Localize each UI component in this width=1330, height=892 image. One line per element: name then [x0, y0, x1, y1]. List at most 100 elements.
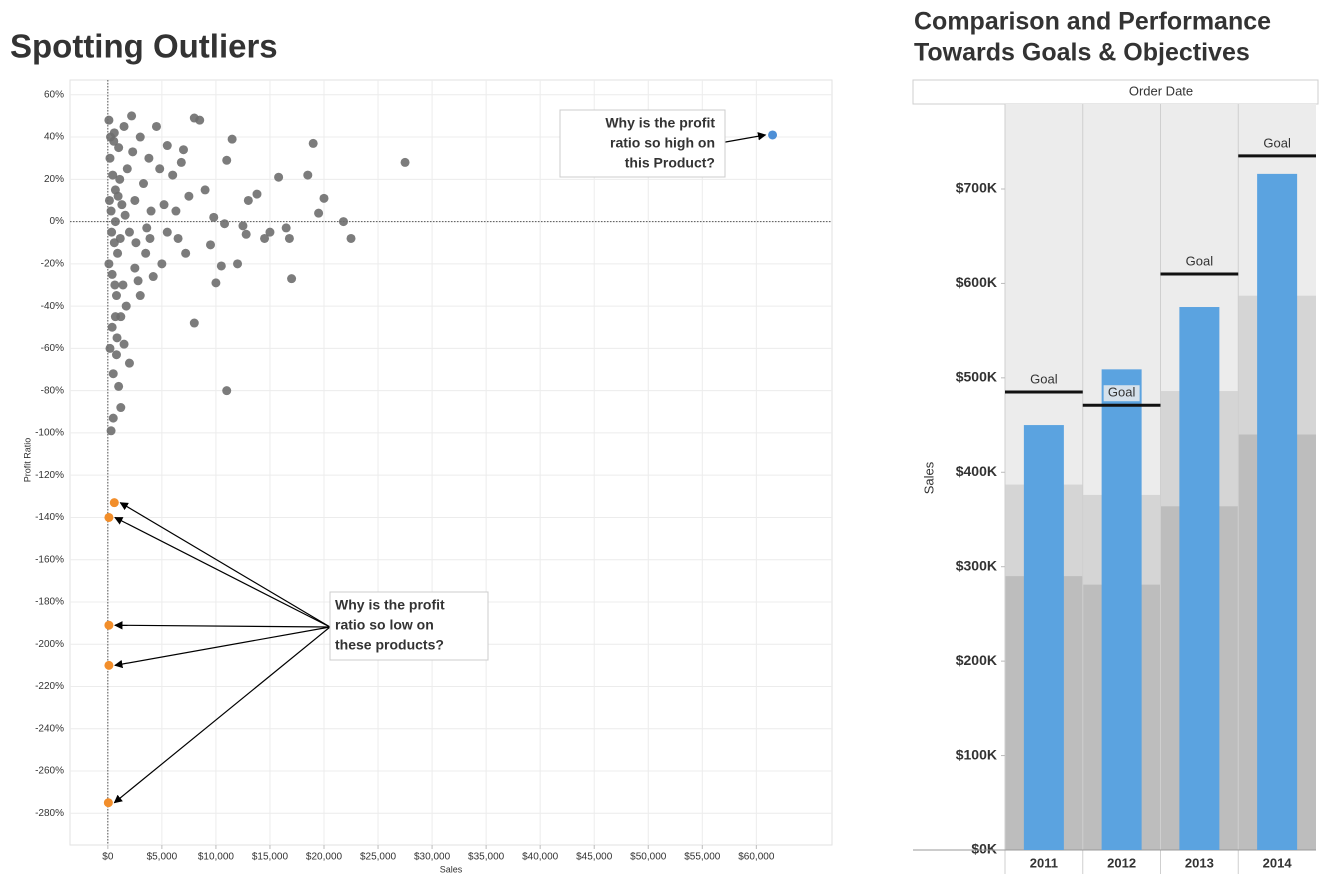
data-point	[209, 212, 219, 222]
bar	[1257, 173, 1298, 850]
data-point	[106, 206, 116, 216]
data-point	[104, 115, 114, 125]
data-point	[200, 185, 210, 195]
data-point	[105, 343, 115, 353]
data-point	[181, 248, 191, 258]
data-point	[107, 227, 117, 237]
data-point	[138, 179, 148, 189]
data-point	[115, 174, 125, 184]
y-axis-label: Profit Ratio	[22, 438, 32, 483]
column-header: Order Date	[1129, 83, 1193, 98]
chart-title: Comparison and Performance	[914, 8, 1271, 36]
x-tick-label: $50,000	[630, 852, 667, 863]
goal-label: Goal	[1108, 385, 1136, 400]
x-tick-label: $35,000	[468, 852, 505, 863]
data-point	[189, 318, 199, 328]
y-tick-label: -40%	[41, 301, 64, 312]
data-point	[222, 155, 232, 165]
x-tick-label: $25,000	[360, 852, 397, 863]
y-tick-label: $100K	[956, 746, 997, 762]
data-point	[122, 164, 132, 174]
data-point	[284, 233, 294, 243]
y-axis-label: Sales	[921, 461, 936, 494]
data-point	[110, 217, 120, 227]
data-point	[133, 276, 143, 286]
data-point	[105, 153, 115, 163]
data-point	[314, 208, 324, 218]
data-point	[145, 233, 155, 243]
data-point	[104, 195, 114, 205]
annotation-box	[559, 109, 726, 178]
y-tick-label: -160%	[35, 554, 64, 565]
data-point	[111, 350, 121, 360]
y-tick-label: $500K	[956, 369, 997, 385]
data-point	[260, 233, 270, 243]
data-point	[112, 333, 122, 343]
data-point	[113, 191, 123, 201]
goal-label-bg	[1259, 135, 1296, 152]
x-axis-label: Sales	[440, 864, 463, 874]
data-point	[117, 200, 127, 210]
data-point	[338, 217, 348, 227]
bar	[1179, 307, 1220, 850]
x-tick-label: 2012	[1107, 855, 1136, 870]
data-point	[115, 233, 125, 243]
bar	[1101, 369, 1142, 850]
annotation-text: Why is the profit	[605, 115, 715, 131]
data-point	[159, 200, 169, 210]
data-point	[148, 272, 158, 282]
data-point	[110, 312, 120, 322]
data-point	[768, 130, 778, 140]
y-tick-label: $600K	[956, 274, 997, 290]
data-point	[206, 240, 216, 250]
data-point	[106, 426, 116, 436]
y-tick-label: -60%	[41, 343, 64, 354]
goal-label: Goal	[1030, 371, 1058, 386]
data-point	[107, 322, 117, 332]
data-point	[119, 121, 129, 131]
y-tick-label: 0%	[50, 216, 65, 227]
data-point	[308, 138, 318, 148]
x-tick-label: $10,000	[198, 852, 235, 863]
data-point	[281, 223, 291, 233]
annotation-arrow	[114, 626, 331, 669]
data-point	[114, 381, 124, 391]
y-tick-label: -260%	[35, 766, 64, 777]
data-point	[130, 195, 140, 205]
y-tick-label: -220%	[35, 681, 64, 692]
y-tick-label: 60%	[44, 89, 64, 100]
data-point	[171, 206, 181, 216]
y-tick-label: -140%	[35, 512, 64, 523]
annotation-text: Why is the profit	[335, 597, 445, 613]
data-point	[287, 274, 297, 284]
goal-label-bg	[1181, 253, 1218, 270]
data-point	[222, 386, 232, 396]
annotation-arrow	[119, 502, 331, 628]
data-point	[104, 660, 114, 670]
y-tick-label: -20%	[41, 258, 64, 269]
data-point	[131, 238, 141, 248]
data-point	[141, 248, 151, 258]
x-tick-label: $60,000	[738, 852, 775, 863]
x-tick-label: $15,000	[252, 852, 289, 863]
bar	[1023, 425, 1064, 850]
y-tick-label: -240%	[35, 723, 64, 734]
data-point	[227, 134, 237, 144]
data-point	[109, 136, 119, 146]
y-tick-label: $0K	[971, 841, 997, 857]
data-point	[274, 172, 284, 182]
data-point	[104, 259, 114, 269]
data-point	[135, 132, 145, 142]
x-tick-label: $40,000	[522, 852, 559, 863]
x-tick-label: $55,000	[684, 852, 721, 863]
x-tick-label: $5,000	[147, 852, 178, 863]
x-tick-label: 2013	[1185, 855, 1214, 870]
data-point	[135, 291, 145, 301]
annotation-text: ratio so high on	[610, 135, 715, 151]
data-point	[346, 233, 356, 243]
annotation-arrow	[113, 626, 331, 804]
annotation-text: ratio so low on	[335, 617, 434, 633]
y-tick-label: $700K	[956, 180, 997, 196]
x-tick-label: $30,000	[414, 852, 451, 863]
